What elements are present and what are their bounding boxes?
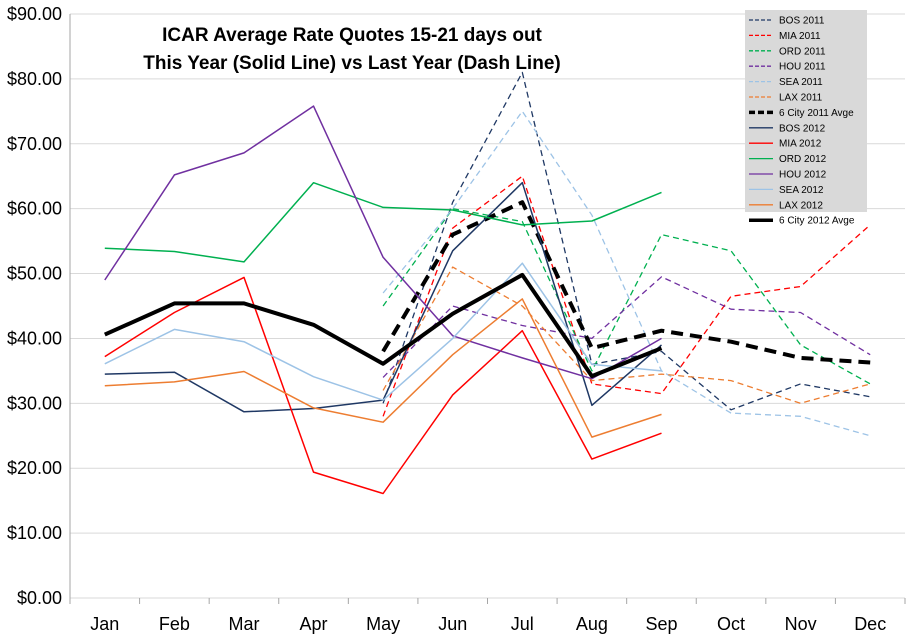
chart-title-line-2: This Year (Solid Line) vs Last Year (Das… bbox=[143, 53, 560, 74]
series-line-sea-2011 bbox=[382, 110, 871, 437]
chart-title: ICAR Average Rate Quotes 15-21 days out … bbox=[143, 25, 560, 74]
x-tick-label: Mar bbox=[228, 614, 259, 634]
x-tick-label: Feb bbox=[159, 614, 190, 634]
legend-label: 6 City 2011 Avge bbox=[779, 108, 854, 119]
legend-label: MIA 2011 bbox=[779, 31, 821, 42]
x-tick-label: Jul bbox=[511, 614, 534, 634]
chart-title-line-1: ICAR Average Rate Quotes 15-21 days out bbox=[162, 25, 542, 46]
legend: BOS 2011 MIA 2011 ORD 2011 HOU 2011 SEA 2011… bbox=[745, 10, 867, 227]
series-line-lax-2011 bbox=[382, 266, 871, 404]
x-tick-label: Nov bbox=[785, 614, 817, 634]
y-tick-label: $70.00 bbox=[7, 134, 62, 154]
series-line-mia-2011 bbox=[382, 175, 871, 417]
x-tick-label: Sep bbox=[645, 614, 677, 634]
series-line-6-city-2011-avge bbox=[381, 200, 871, 365]
legend-label: BOS 2012 bbox=[779, 123, 826, 134]
series-line-6-city-2012-avge bbox=[103, 272, 663, 379]
legend-label: LAX 2011 bbox=[779, 93, 823, 104]
y-tick-label: $50.00 bbox=[7, 264, 62, 284]
x-tick-label: Jan bbox=[90, 614, 119, 634]
series-lines bbox=[103, 71, 871, 495]
series-line-sea-2012 bbox=[104, 262, 662, 401]
x-tick-label: May bbox=[366, 614, 400, 634]
legend-label: HOU 2012 bbox=[779, 170, 827, 181]
series-line-ord-2012 bbox=[104, 181, 662, 263]
legend-label: SEA 2011 bbox=[779, 77, 823, 88]
y-tick-label: $30.00 bbox=[7, 393, 62, 413]
legend-label: 6 City 2012 Avge bbox=[779, 216, 855, 227]
x-tick-label: Oct bbox=[717, 614, 745, 634]
series-line-lax-2012 bbox=[104, 298, 662, 438]
y-tick-label: $80.00 bbox=[7, 69, 62, 89]
y-tick-label: $10.00 bbox=[7, 523, 62, 543]
x-tick-label: Aug bbox=[576, 614, 608, 634]
legend-label: ORD 2011 bbox=[779, 46, 826, 57]
series-line-mia-2012 bbox=[104, 276, 662, 495]
series-line-ord-2011 bbox=[382, 208, 871, 385]
legend-label: LAX 2012 bbox=[779, 200, 823, 211]
x-axis-ticks: Jan Feb Mar Apr May Jun Jul Aug Sep Oct Nov Dec bbox=[69, 598, 906, 634]
x-tick-label: Jun bbox=[438, 614, 467, 634]
y-tick-label: $60.00 bbox=[7, 199, 62, 219]
legend-background bbox=[745, 10, 867, 212]
x-tick-label: Apr bbox=[300, 614, 328, 634]
y-tick-label: $40.00 bbox=[7, 328, 62, 348]
x-tick-label: Dec bbox=[854, 614, 886, 634]
y-tick-label: $20.00 bbox=[7, 458, 62, 478]
legend-label: SEA 2012 bbox=[779, 185, 824, 196]
y-tick-label: $0.00 bbox=[17, 588, 62, 608]
legend-label: HOU 2011 bbox=[779, 62, 826, 73]
series-line-hou-2012 bbox=[104, 105, 662, 380]
legend-label: MIA 2012 bbox=[779, 139, 822, 150]
legend-label: BOS 2011 bbox=[779, 16, 825, 27]
y-axis-ticks: $0.00 $10.00 $20.00 $30.00 $40.00 $50.00 $60.0… bbox=[7, 4, 62, 608]
legend-label: ORD 2012 bbox=[779, 154, 827, 165]
y-tick-label: $90.00 bbox=[7, 4, 62, 24]
